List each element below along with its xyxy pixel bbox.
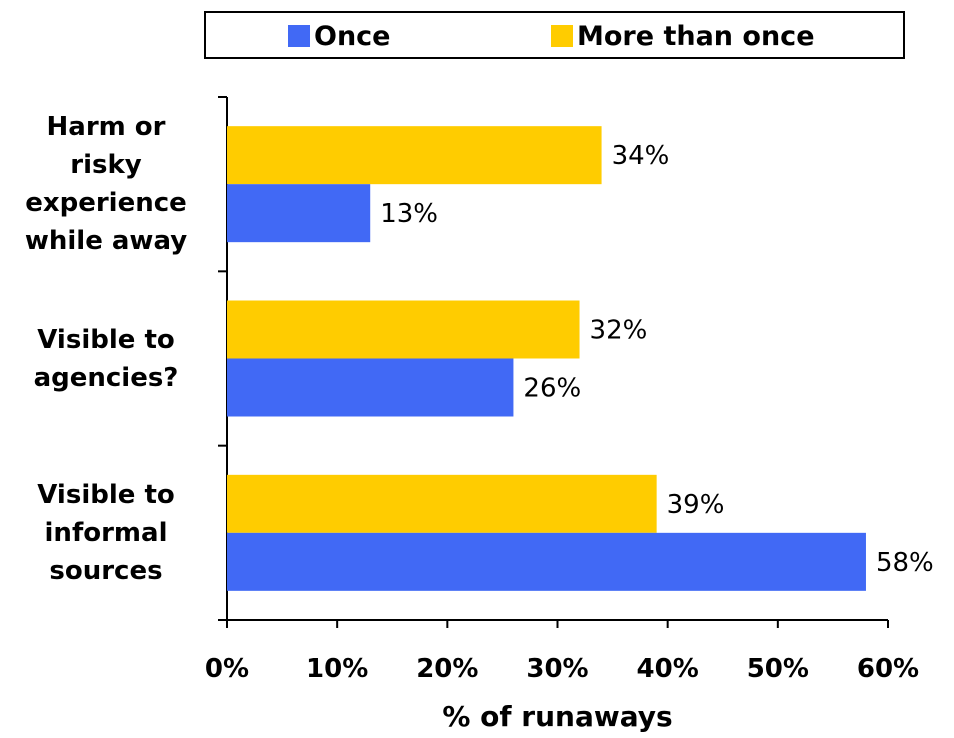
category-label-line: Visible to <box>37 324 175 355</box>
x-tick-label: 30% <box>526 654 588 684</box>
category-label-line: informal <box>44 517 168 548</box>
category-label: Visible to agencies? <box>0 321 212 397</box>
bar-once <box>227 358 514 417</box>
bar-more-than-once <box>227 474 657 533</box>
category-label-line: experience <box>25 188 187 219</box>
bar-once <box>227 532 866 591</box>
x-tick-label: 50% <box>747 654 809 684</box>
legend-label-more-than-once: More than once <box>577 20 815 52</box>
data-label-once: 26% <box>523 374 581 404</box>
category-label-line: agencies? <box>33 362 179 393</box>
category-label-line: Harm or <box>46 112 166 143</box>
legend-item-once: Once <box>288 19 391 53</box>
legend-item-more-than-once: More than once <box>551 19 815 53</box>
category-label-line: risky <box>70 150 142 181</box>
category-label-line: while away <box>24 226 188 257</box>
legend-swatch-more-than-once <box>551 25 573 47</box>
category-label-line: sources <box>49 555 163 586</box>
x-tick-label: 10% <box>306 654 368 684</box>
bars <box>227 126 866 591</box>
category-label: Harm or risky experience while away <box>0 108 212 260</box>
legend: Once More than once <box>204 11 905 59</box>
category-label-line: Visible to <box>37 479 175 510</box>
category-label: Visible to informal sources <box>0 476 212 590</box>
x-tick-label: 0% <box>205 654 249 684</box>
x-tick-label: 60% <box>857 654 919 684</box>
x-tick-marks: 0% 10% 20% 30% 40% 50% 60% <box>205 620 919 684</box>
data-label-more-than-once: 34% <box>612 141 670 171</box>
x-axis-title: % of runaways <box>442 700 673 733</box>
legend-swatch-once <box>288 25 310 47</box>
data-label-more-than-once: 39% <box>667 490 725 520</box>
y-tick-marks <box>218 96 227 621</box>
data-label-more-than-once: 32% <box>590 316 648 346</box>
legend-label-once: Once <box>314 20 391 52</box>
bar-more-than-once <box>227 300 580 359</box>
data-label-once: 58% <box>876 548 934 578</box>
bar-more-than-once <box>227 126 602 185</box>
bar-once <box>227 184 371 243</box>
x-tick-label: 20% <box>416 654 478 684</box>
data-label-once: 13% <box>380 199 438 229</box>
data-labels: 34% 13% 32% 26% 39% 58% <box>380 141 934 578</box>
x-tick-label: 40% <box>637 654 699 684</box>
